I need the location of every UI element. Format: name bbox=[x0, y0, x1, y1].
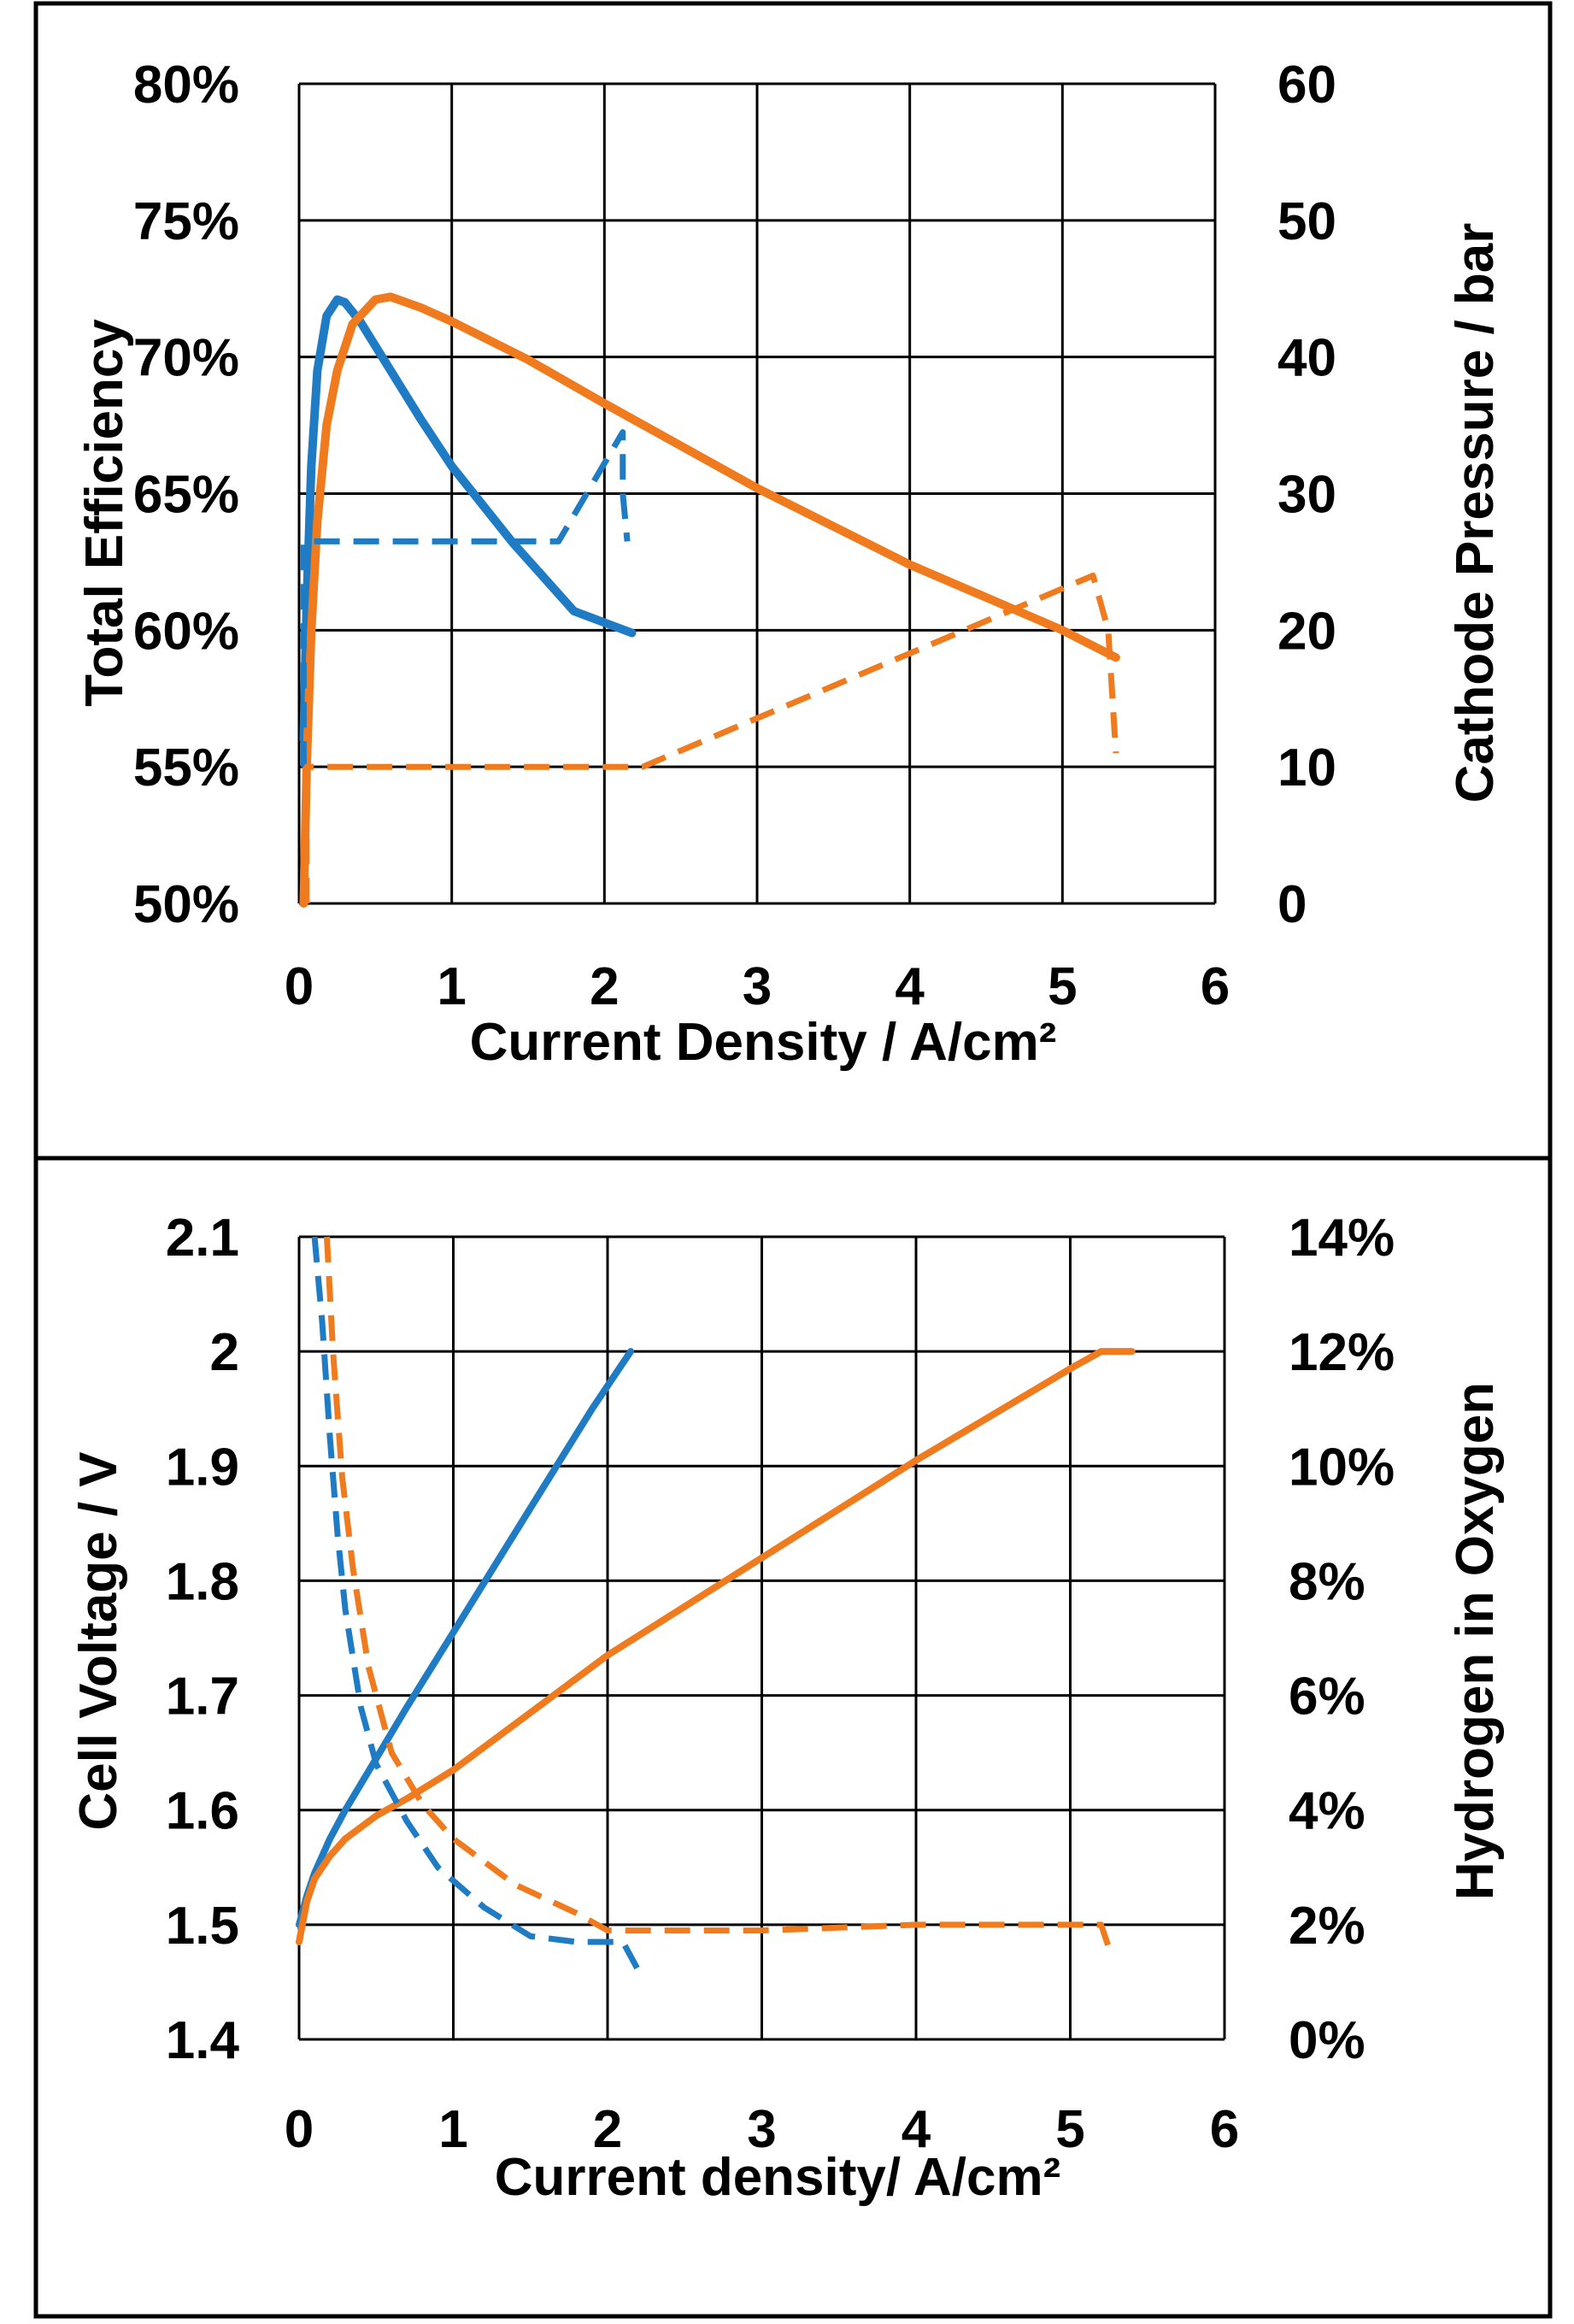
y-tick-labels: 50% 55% 60% 65% 70% 75% 80% bbox=[133, 56, 239, 934]
y2-tick-label: 14% bbox=[1289, 1209, 1395, 1268]
y2-tick-label: 6% bbox=[1289, 1668, 1366, 1727]
y-tick-label: 80% bbox=[133, 56, 239, 115]
y2-tick-label: 20 bbox=[1277, 602, 1336, 661]
y-tick-label: 50% bbox=[133, 875, 239, 934]
blue-efficiency-line bbox=[299, 295, 637, 744]
y-tick-label: 1.7 bbox=[166, 1668, 239, 1727]
x-tick-label: 3 bbox=[743, 957, 772, 1016]
x-tick-label: 0 bbox=[285, 2100, 314, 2159]
y-tick-label: 1.4 bbox=[166, 2011, 240, 2070]
y2-tick-label: 60 bbox=[1277, 56, 1336, 115]
y2-tick-label: 4% bbox=[1289, 1782, 1366, 1841]
y-tick-label: 1.5 bbox=[166, 1897, 239, 1956]
x-tick-label: 1 bbox=[437, 957, 466, 1016]
x-tick-label: 6 bbox=[1201, 957, 1230, 1016]
orange-efficiency-line bbox=[299, 292, 1120, 908]
voltage-hydrogen-chart: 0 1 2 3 4 5 6 1.4 1.5 1.6 1.7 1.8 1.9 2 2.1 0% 2% 4% 6% 8… bbox=[69, 1209, 1505, 2207]
y2-tick-label: 50 bbox=[1277, 192, 1336, 251]
x-tick-label: 4 bbox=[902, 2100, 931, 2159]
y2-tick-label: 10% bbox=[1289, 1438, 1395, 1497]
y-tick-label: 2.1 bbox=[166, 1209, 239, 1268]
y-tick-labels: 1.4 1.5 1.6 1.7 1.8 1.9 2 2.1 bbox=[166, 1209, 240, 2070]
y-tick-label: 75% bbox=[133, 192, 239, 251]
y2-tick-labels: 0 10 20 30 40 50 60 bbox=[1277, 56, 1336, 934]
y-axis-label: Total Efficiency bbox=[75, 319, 134, 707]
x-axis-label: Current density/ A/cm² bbox=[495, 2148, 1061, 2207]
efficiency-pressure-chart: 0 1 2 3 4 5 6 50% 55% 60% 65% 70% 75% 80% 0 10 20 30 40 5… bbox=[75, 56, 1505, 1072]
y2-tick-label: 2% bbox=[1289, 1897, 1366, 1956]
y-tick-label: 2 bbox=[210, 1323, 239, 1382]
y2-tick-label: 10 bbox=[1277, 738, 1336, 797]
y2-tick-label: 12% bbox=[1289, 1323, 1395, 1382]
x-tick-label: 3 bbox=[747, 2100, 776, 2159]
y2-tick-label: 0 bbox=[1277, 875, 1307, 934]
y-tick-label: 65% bbox=[133, 466, 239, 525]
y-tick-label: 55% bbox=[133, 738, 239, 797]
x-tick-label: 2 bbox=[590, 957, 619, 1016]
y-axis-label: Cell Voltage / V bbox=[69, 1451, 128, 1830]
y2-tick-label: 30 bbox=[1277, 466, 1336, 525]
y2-tick-label: 8% bbox=[1289, 1552, 1366, 1611]
series-lines bbox=[299, 292, 1120, 908]
y2-axis-label: Cathode Pressure / bar bbox=[1446, 223, 1505, 803]
y2-tick-label: 0% bbox=[1289, 2011, 1366, 2070]
orange-hydrogen-in-oxygen-line bbox=[324, 1236, 1112, 1949]
x-tick-label: 6 bbox=[1210, 2100, 1239, 2159]
y-tick-label: 1.8 bbox=[166, 1552, 239, 1611]
orange-cathode-pressure-line bbox=[303, 572, 1119, 903]
orange-cell-voltage-line bbox=[296, 1348, 1136, 1945]
x-tick-labels: 0 1 2 3 4 5 6 bbox=[285, 2100, 1239, 2159]
x-axis-label: Current Density / A/cm² bbox=[470, 1013, 1057, 1072]
x-tick-label: 0 bbox=[285, 957, 314, 1016]
series-lines bbox=[296, 1236, 1136, 1973]
y-tick-label: 70% bbox=[133, 329, 239, 388]
x-tick-label: 4 bbox=[895, 957, 925, 1016]
x-tick-label: 5 bbox=[1055, 2100, 1084, 2159]
y2-axis-label: Hydrogen in Oxygen bbox=[1446, 1382, 1505, 1900]
x-tick-label: 1 bbox=[438, 2100, 467, 2159]
y-tick-label: 1.9 bbox=[166, 1438, 239, 1497]
blue-cathode-pressure-line bbox=[300, 429, 631, 768]
x-tick-label: 2 bbox=[593, 2100, 622, 2159]
blue-hydrogen-in-oxygen-line bbox=[311, 1236, 642, 1973]
x-tick-labels: 0 1 2 3 4 5 6 bbox=[285, 957, 1230, 1016]
x-tick-label: 5 bbox=[1048, 957, 1077, 1016]
y-tick-label: 1.6 bbox=[166, 1782, 239, 1841]
y2-tick-labels: 0% 2% 4% 6% 8% 10% 12% 14% bbox=[1289, 1209, 1395, 2070]
y-tick-label: 60% bbox=[133, 602, 239, 661]
y2-tick-label: 40 bbox=[1277, 329, 1336, 388]
